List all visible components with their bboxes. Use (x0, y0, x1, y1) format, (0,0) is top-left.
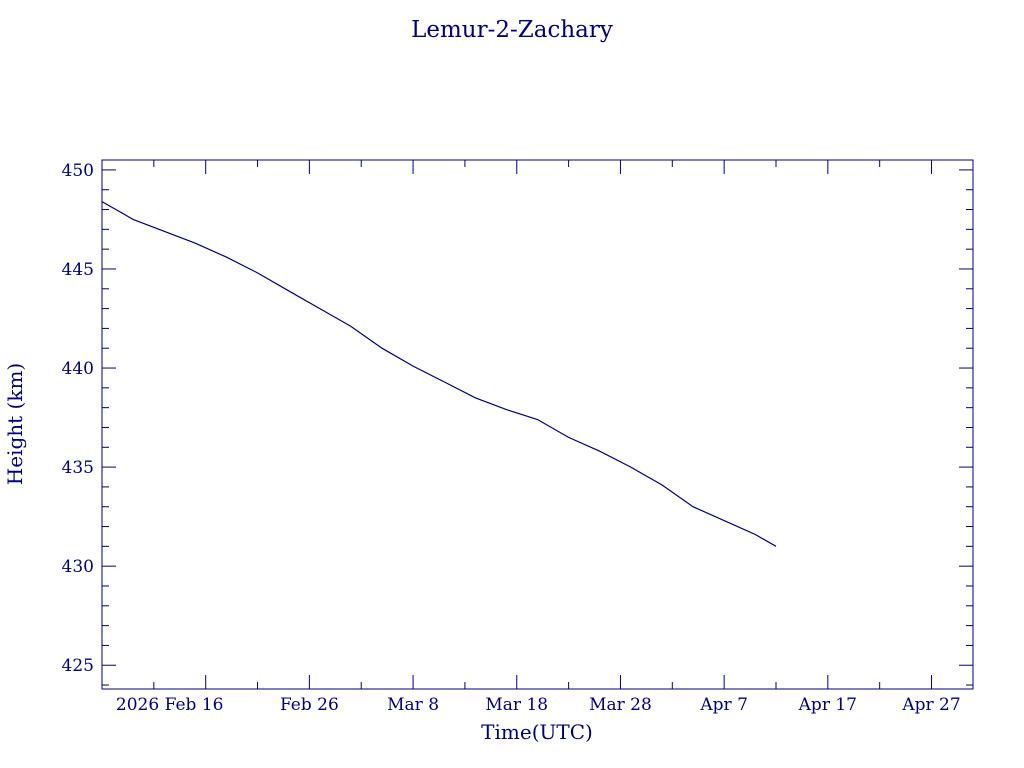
y-tick-label: 425 (62, 656, 94, 676)
x-tick-label: Apr 7 (699, 695, 748, 715)
x-tick-label: Mar 28 (589, 695, 652, 715)
y-tick-label: 440 (62, 359, 94, 379)
x-tick-label: Mar 18 (485, 695, 548, 715)
y-axis-label: Height (km) (3, 363, 27, 485)
plot-frame (101, 159, 974, 690)
x-axis-label: Time(UTC) (481, 720, 593, 744)
y-tick-label: 450 (62, 161, 94, 181)
x-axis-ticks: 2026 Feb 16 Feb 26 Mar 8 Mar 18 Mar 28 Apr 7 A… (101, 160, 961, 715)
x-tick-label: Mar 8 (387, 695, 439, 715)
y-tick-label: 445 (62, 260, 94, 280)
x-tick-label: Apr 27 (901, 695, 960, 715)
y-tick-label: 430 (62, 557, 94, 577)
y-axis-ticks: 425 430 435 440 445 450 (62, 161, 973, 686)
x-tick-label: Apr 17 (798, 695, 857, 715)
series-line-height (101, 201, 777, 547)
x-tick-label: Feb 26 (280, 695, 339, 715)
x-tick-label: 2026 Feb 16 (116, 695, 224, 715)
y-tick-label: 435 (62, 458, 94, 478)
chart-title: Lemur-2-Zachary (411, 17, 613, 43)
